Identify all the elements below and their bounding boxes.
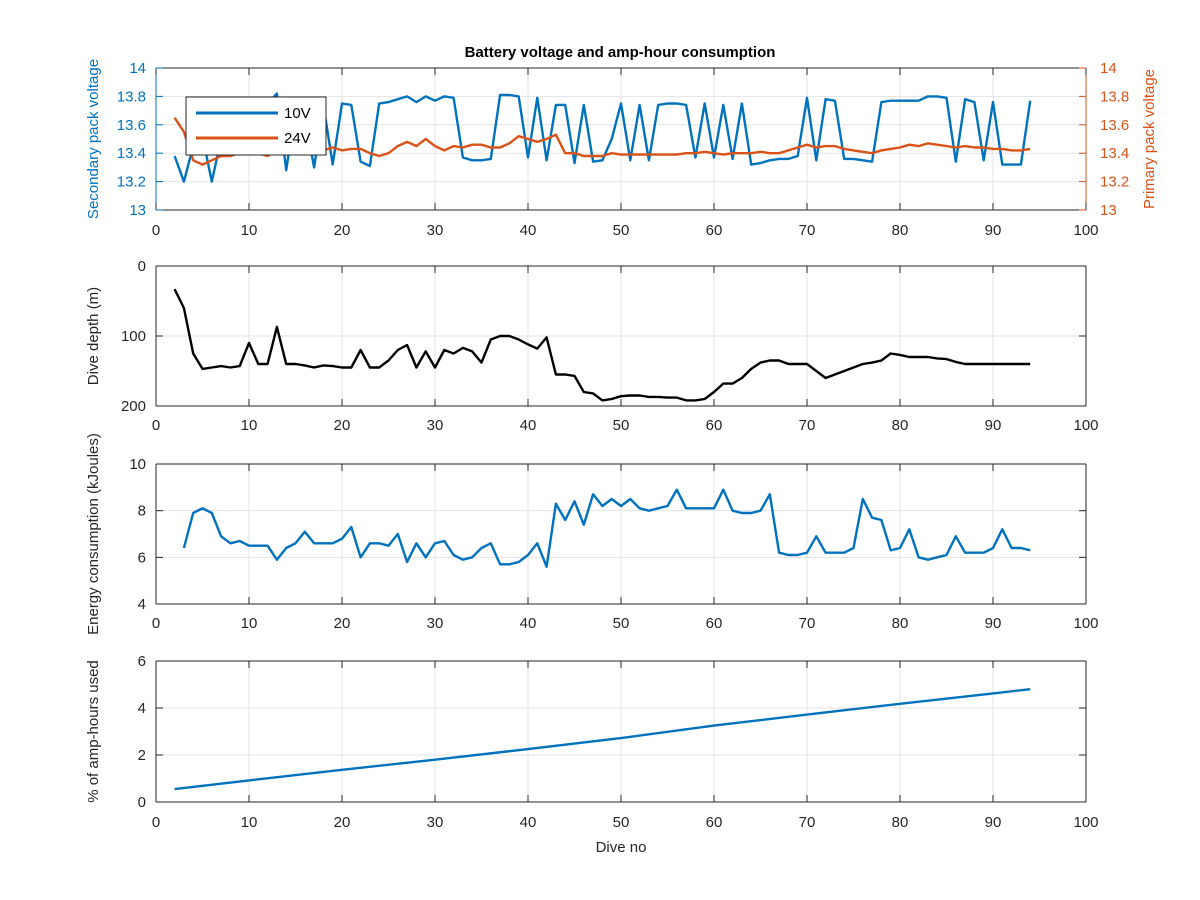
x-tick-label: 80 [892,615,909,632]
y-axis-label: Energy consumption (kJoules) [85,433,102,635]
y-tick-label: 6 [138,653,146,670]
x-tick-label: 60 [706,222,723,239]
x-tick-label: 70 [799,814,816,831]
legend-box [185,96,327,156]
x-tick-label: 20 [334,814,351,831]
x-tick-label: 40 [520,615,537,632]
figure-title: Battery voltage and amp-hour consumption [465,44,776,61]
series-line-1 [182,488,1031,568]
x-tick-label: 100 [1073,814,1098,831]
y-right-tick-label: 13 [1100,202,1117,219]
x-tick-label: 100 [1073,222,1098,239]
y-tick-label: 4 [138,596,146,613]
x-tick-label: 20 [334,615,351,632]
x-tick-label: 30 [427,222,444,239]
x-tick-label: 10 [241,814,258,831]
y-right-axis-label: Primary pack voltage [1141,69,1158,209]
subplot-3: 0 10 20 30 40 50 60 70 80 90 100 4 6 8 10 Energy consum… [85,433,1099,635]
x-tick-label: 70 [799,615,816,632]
subplot-4: 0 10 20 30 40 50 60 70 80 90 100 0 2 4 6 % of amp-hours… [85,653,1099,856]
y-right-tick-label: 13.6 [1100,117,1129,134]
y-tick-label: 0 [138,794,146,811]
y-right-tick-label: 13.2 [1100,174,1129,191]
x-tick-label: 70 [799,417,816,434]
subplot-1: 0 10 20 30 40 50 60 70 80 90 1001313.213.413.613.8… [85,59,1158,239]
y-right-tick-label: 13.4 [1100,145,1129,162]
x-tick-label: 100 [1073,615,1098,632]
x-tick-label: 10 [241,417,258,434]
legend-label-10v: 10V [284,105,311,122]
x-tick-label: 60 [706,417,723,434]
y-tick-label: 10 [129,456,146,473]
y-tick-label: 13.8 [117,88,146,105]
y-tick-label: 0 [138,258,146,275]
y-tick-label: 13.2 [117,174,146,191]
x-tick-label: 20 [334,222,351,239]
x-tick-label: 20 [334,417,351,434]
x-tick-label: 50 [613,417,630,434]
x-tick-label: 30 [427,417,444,434]
x-tick-label: 50 [613,222,630,239]
x-tick-label: 30 [427,814,444,831]
x-tick-label: 0 [152,615,160,632]
x-tick-label: 50 [613,615,630,632]
x-axis-label: Dive no [596,839,647,856]
y-tick-label: 200 [121,398,146,415]
legend-label-24v: 24V [284,130,311,147]
y-tick-label: 4 [138,700,146,717]
series-line-1 [173,288,1031,402]
y-right-tick-label: 14 [1100,60,1117,77]
x-tick-label: 70 [799,222,816,239]
x-tick-label: 90 [985,222,1002,239]
x-tick-label: 40 [520,814,537,831]
y-tick-label: 13 [129,202,146,219]
y-axis-label: % of amp-hours used [85,660,102,803]
y-tick-label: 2 [138,747,146,764]
x-tick-label: 0 [152,222,160,239]
x-tick-label: 10 [241,222,258,239]
y-tick-label: 100 [121,328,146,345]
x-tick-label: 80 [892,222,909,239]
x-tick-label: 40 [520,222,537,239]
x-tick-label: 10 [241,615,258,632]
subplot-2: 0 10 20 30 40 50 60 70 80 90 100 0 100 200 Dive depth … [85,258,1099,434]
plots-area: 0 10 20 30 40 50 60 70 80 90 1001313.213.413.613.8… [85,59,1158,856]
y-axis-label: Secondary pack voltage [85,59,102,219]
x-tick-label: 90 [985,615,1002,632]
x-tick-label: 30 [427,615,444,632]
x-tick-label: 60 [706,615,723,632]
y-tick-label: 6 [138,549,146,566]
x-tick-label: 80 [892,417,909,434]
series-line-1 [174,688,1031,791]
x-tick-label: 80 [892,814,909,831]
x-tick-label: 0 [152,814,160,831]
y-tick-label: 14 [129,60,146,77]
y-right-tick-label: 13.8 [1100,88,1129,105]
x-tick-label: 90 [985,417,1002,434]
y-tick-label: 8 [138,503,146,520]
x-tick-label: 0 [152,417,160,434]
y-axis-label: Dive depth (m) [85,287,102,385]
x-tick-label: 40 [520,417,537,434]
x-tick-label: 100 [1073,417,1098,434]
y-tick-label: 13.6 [117,117,146,134]
x-tick-label: 60 [706,814,723,831]
x-tick-label: 50 [613,814,630,831]
y-tick-label: 13.4 [117,145,146,162]
x-tick-label: 90 [985,814,1002,831]
